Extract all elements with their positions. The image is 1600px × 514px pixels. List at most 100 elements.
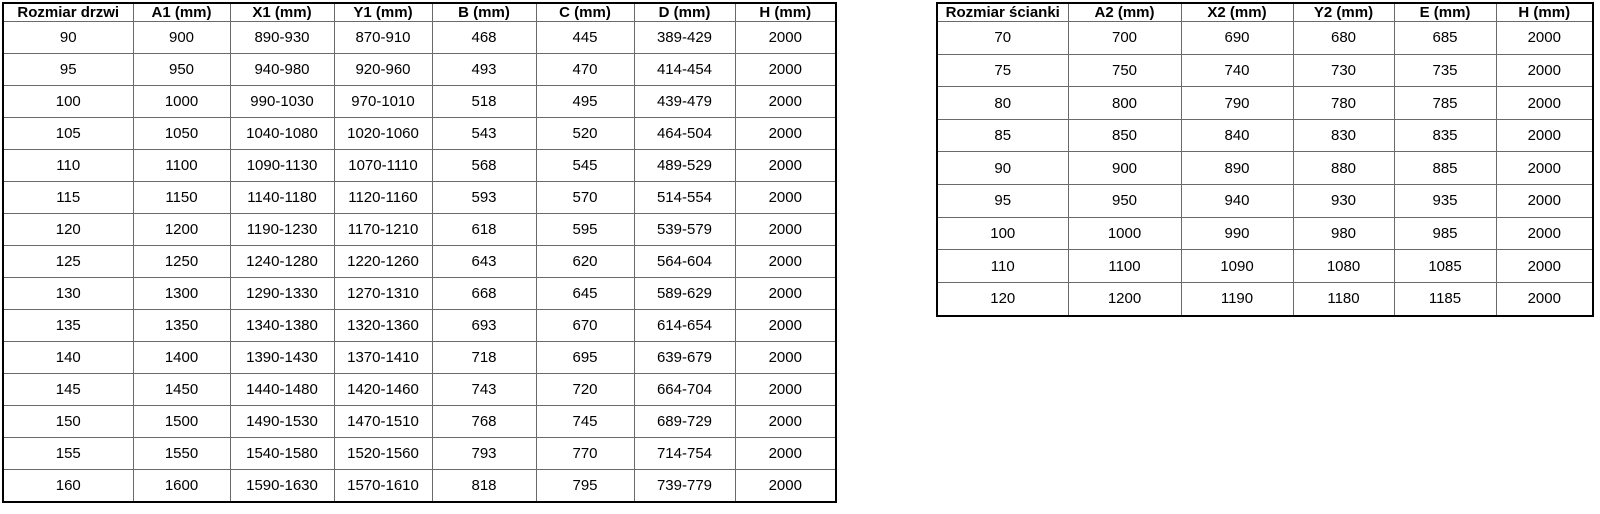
table-cell: 90 (936, 151, 1069, 186)
table-cell: 880 (1292, 151, 1395, 186)
table-cell: 2000 (1495, 184, 1594, 218)
table-cell: 668 (431, 276, 537, 310)
table-cell: 489-529 (633, 148, 736, 182)
table-cell: 2000 (734, 244, 837, 278)
table-cell: 835 (1393, 118, 1497, 153)
table-cell: 1240-1280 (229, 244, 335, 278)
wall-size-table: Rozmiar ścianki A2 (mm) X2 (mm) Y2 (mm) E (m… (936, 2, 1594, 317)
table-cell: 680 (1292, 21, 1395, 55)
table-cell: 568 (431, 148, 537, 182)
table-cell: 2000 (734, 436, 837, 470)
table-cell: 1300 (132, 276, 231, 310)
table-cell: 2000 (734, 404, 837, 438)
table-cell: 100 (936, 216, 1069, 251)
table-cell: 2000 (1495, 151, 1594, 186)
table-cell: 990-1030 (229, 84, 335, 118)
table-cell: 1185 (1393, 281, 1497, 317)
table-cell: 1190 (1180, 281, 1294, 317)
table-cell: 1590-1630 (229, 468, 335, 503)
table-cell: 110 (936, 249, 1069, 283)
table-cell: 1390-1430 (229, 340, 335, 374)
table-cell: 689-729 (633, 404, 736, 438)
table-cell: 743 (431, 372, 537, 406)
table-cell: 150 (2, 404, 134, 438)
table-cell: 2000 (734, 21, 837, 54)
column-header: X1 (mm) (229, 2, 335, 22)
column-header: A2 (mm) (1067, 2, 1182, 22)
table-cell: 730 (1292, 53, 1395, 88)
table-cell: 718 (431, 340, 537, 374)
table-cell: 639-679 (633, 340, 736, 374)
table-cell: 115 (2, 180, 134, 214)
table-cell: 1600 (132, 468, 231, 503)
table-cell: 593 (431, 180, 537, 214)
table-cell: 850 (1067, 118, 1182, 153)
table-cell: 2000 (734, 180, 837, 214)
table-cell: 140 (2, 340, 134, 374)
table-cell: 614-654 (633, 308, 736, 342)
table-cell: 518 (431, 84, 537, 118)
table-cell: 2000 (734, 116, 837, 150)
table-cell: 2000 (734, 340, 837, 374)
table-cell: 2000 (1495, 281, 1594, 317)
table-cell: 1000 (1067, 216, 1182, 251)
table-cell: 1170-1210 (333, 212, 433, 246)
table-cell: 790 (1180, 86, 1294, 120)
table-cell: 2000 (734, 148, 837, 182)
table-cell: 1290-1330 (229, 276, 335, 310)
table-cell: 890 (1180, 151, 1294, 186)
table-cell: 700 (1067, 21, 1182, 55)
table-cell: 1550 (132, 436, 231, 470)
table-cell: 785 (1393, 86, 1497, 120)
table-cell: 950 (132, 52, 231, 86)
table-cell: 618 (431, 212, 537, 246)
table-row: 90 900 890-930 870-910 468 445 389-429 2000 (2, 21, 837, 54)
table-cell: 735 (1393, 53, 1497, 88)
table-cell: 543 (431, 116, 537, 150)
table-cell: 739-779 (633, 468, 736, 503)
table-cell: 818 (431, 468, 537, 503)
table-cell: 80 (936, 86, 1069, 120)
table-cell: 840 (1180, 118, 1294, 153)
table-cell: 1250 (132, 244, 231, 278)
table-cell: 1090-1130 (229, 148, 335, 182)
table-row: 105 1050 1040-1080 1020-1060 543 520 464-504 20… (2, 116, 837, 150)
table-cell: 1120-1160 (333, 180, 433, 214)
column-header: C (mm) (535, 2, 635, 22)
table-cell: 1100 (132, 148, 231, 182)
table-cell: 95 (936, 184, 1069, 218)
table-cell: 830 (1292, 118, 1395, 153)
table-cell: 2000 (734, 276, 837, 310)
table-cell: 1440-1480 (229, 372, 335, 406)
table-cell: 1100 (1067, 249, 1182, 283)
table-cell: 2000 (1495, 21, 1594, 55)
table-row: 75 750 740 730 735 2000 (936, 53, 1594, 88)
table-cell: 1200 (1067, 281, 1182, 317)
table-cell: 1540-1580 (229, 436, 335, 470)
table-cell: 1200 (132, 212, 231, 246)
table-cell: 389-429 (633, 21, 736, 54)
table-cell: 110 (2, 148, 134, 182)
table-cell: 2000 (734, 52, 837, 86)
table-cell: 720 (535, 372, 635, 406)
table-row: 125 1250 1240-1280 1220-1260 643 620 564-604 20… (2, 244, 837, 278)
table-cell: 940-980 (229, 52, 335, 86)
table-cell: 2000 (1495, 249, 1594, 283)
table-cell: 745 (535, 404, 635, 438)
table-cell: 920-960 (333, 52, 433, 86)
header-row: Rozmiar drzwi A1 (mm) X1 (mm) Y1 (mm) B (mm)… (2, 2, 837, 22)
table-row: 120 1200 1190-1230 1170-1210 618 595 539-579 20… (2, 212, 837, 246)
table-cell: 570 (535, 180, 635, 214)
table-cell: 885 (1393, 151, 1497, 186)
table-cell: 643 (431, 244, 537, 278)
table-cell: 125 (2, 244, 134, 278)
table-cell: 1080 (1292, 249, 1395, 283)
table-cell: 470 (535, 52, 635, 86)
column-header: H (mm) (1495, 2, 1594, 22)
table-row: 70 700 690 680 685 2000 (936, 21, 1594, 55)
table-cell: 1400 (132, 340, 231, 374)
table-cell: 445 (535, 21, 635, 54)
table-cell: 990 (1180, 216, 1294, 251)
table-row: 85 850 840 830 835 2000 (936, 118, 1594, 153)
table-row: 135 1350 1340-1380 1320-1360 693 670 614-654 20… (2, 308, 837, 342)
